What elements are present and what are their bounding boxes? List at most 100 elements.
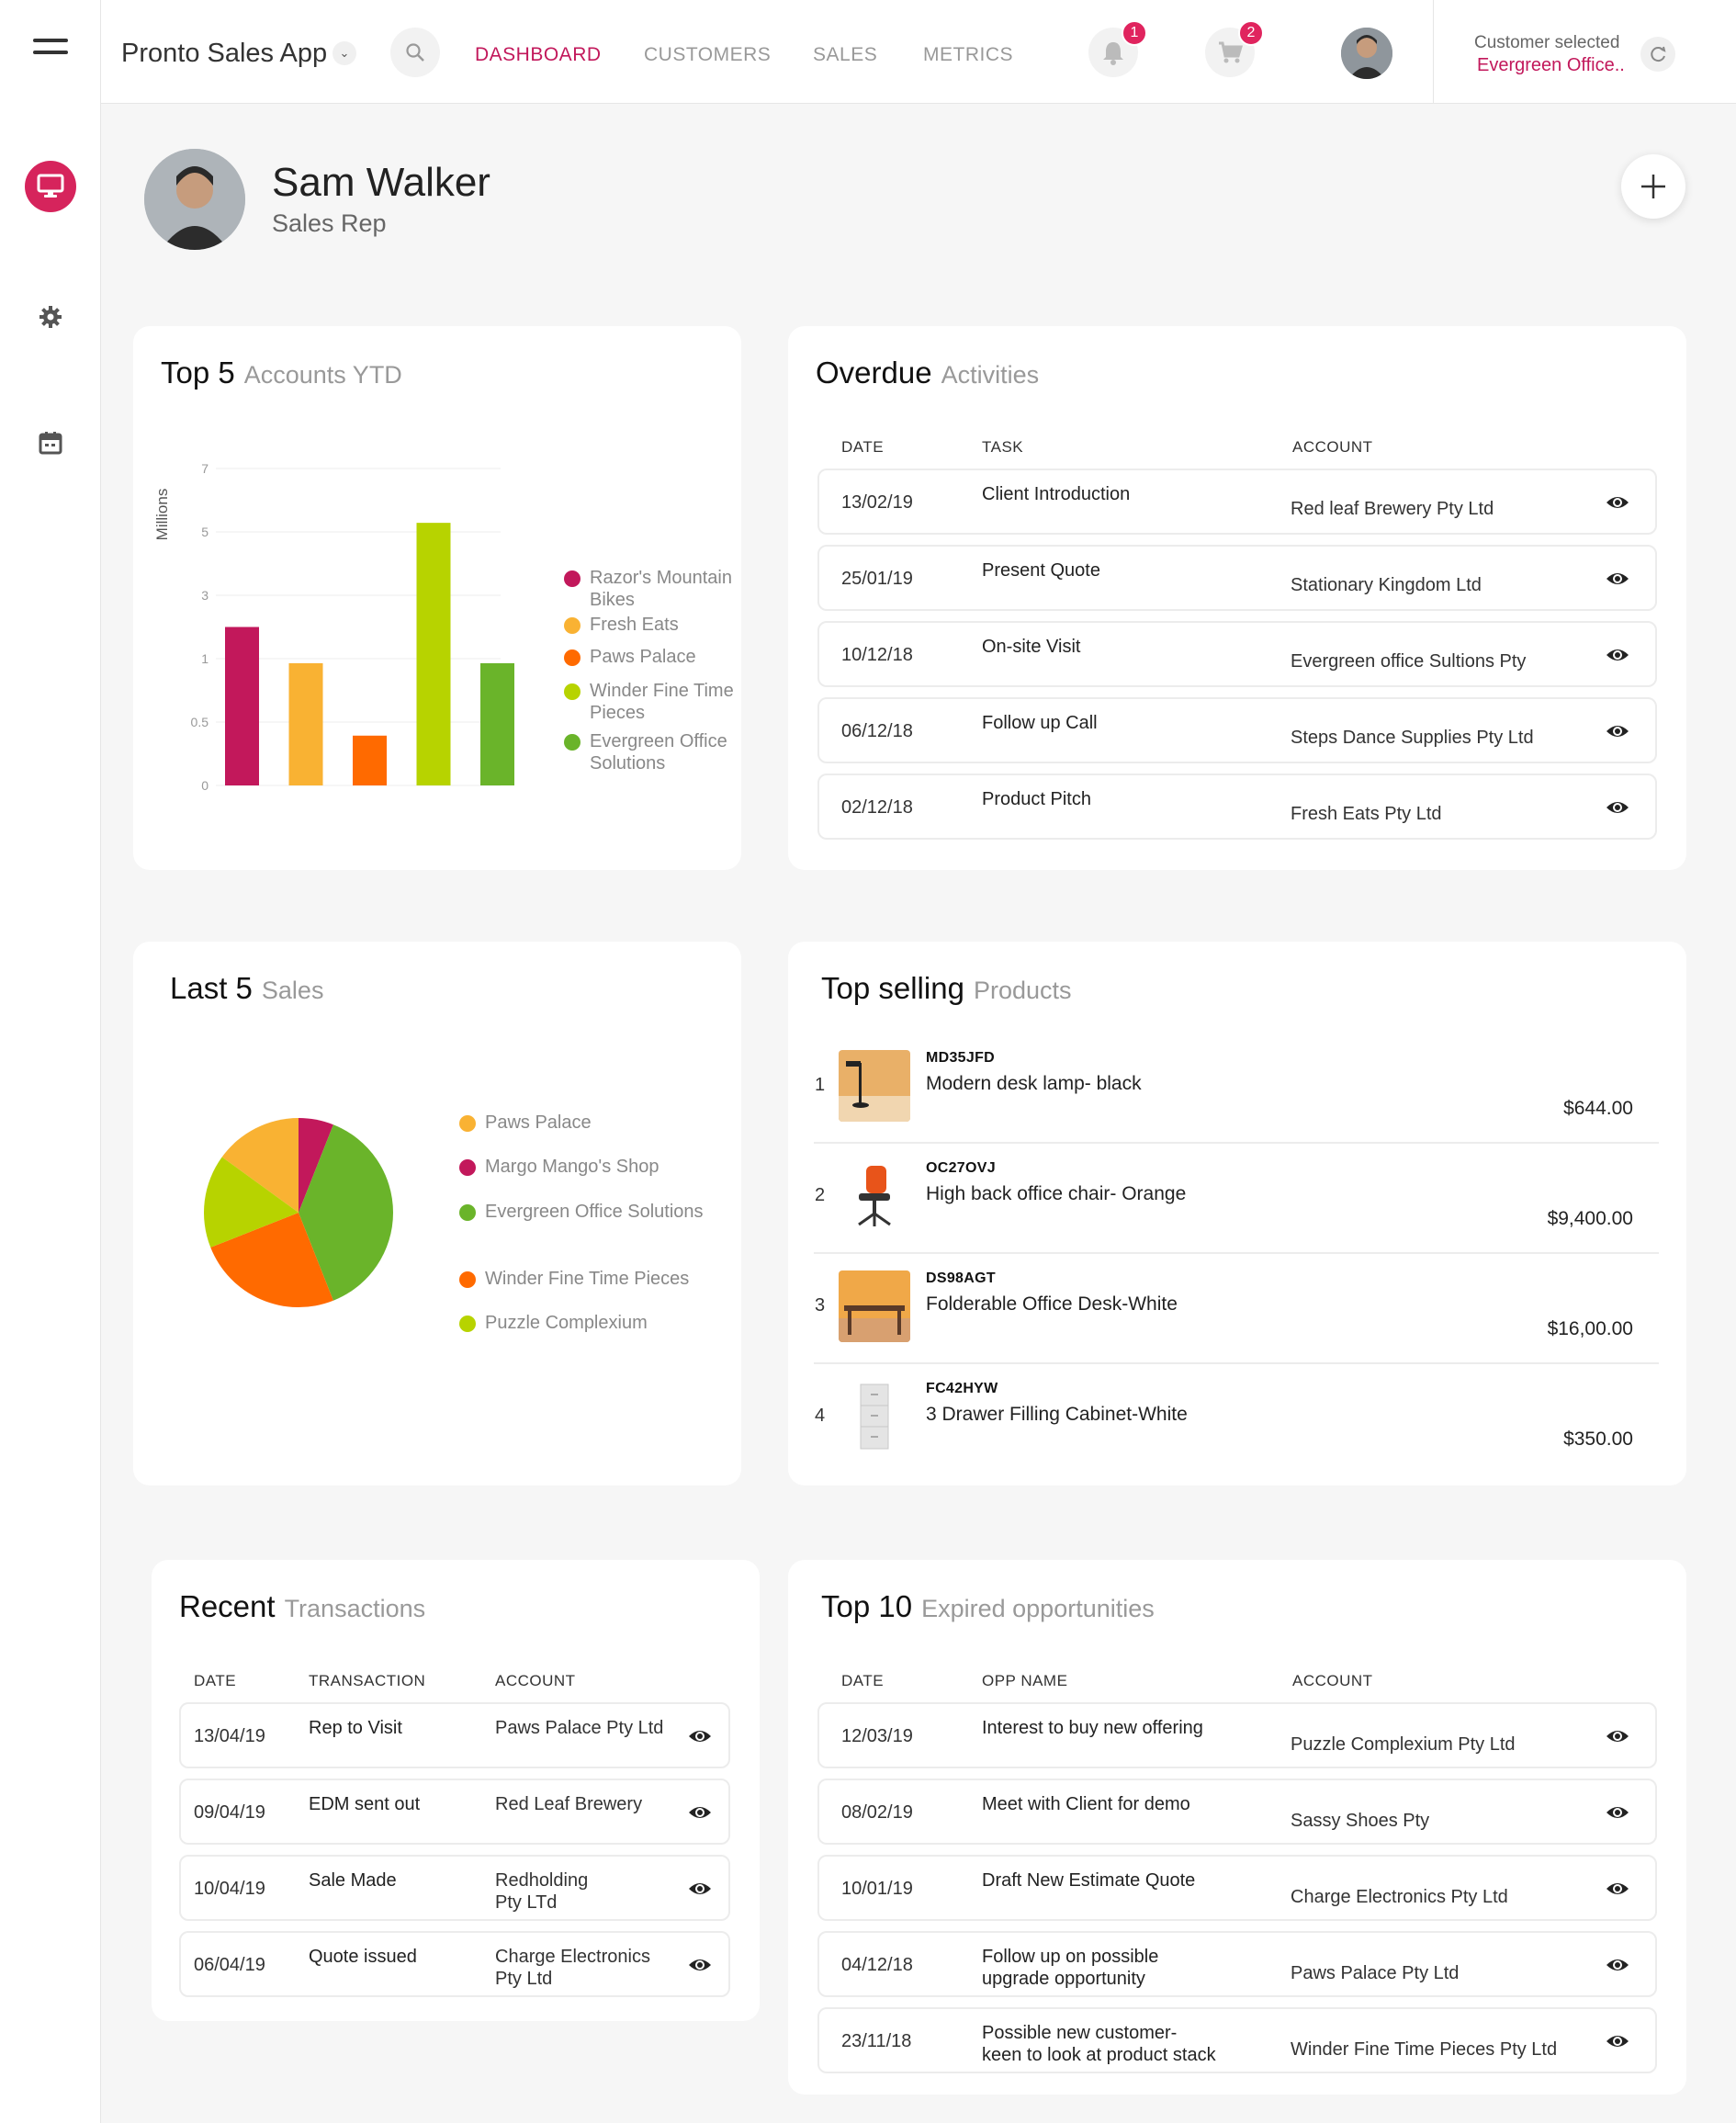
eye-icon[interactable]	[1606, 721, 1629, 741]
y-tick-label: 0.5	[191, 715, 209, 729]
table-row[interactable]: 10/01/19 Draft New Estimate Quote Charge E…	[817, 1855, 1657, 1921]
column-header-account: ACCOUNT	[495, 1672, 576, 1689]
divider	[1433, 0, 1434, 104]
office-desk-image[interactable]	[839, 1270, 910, 1342]
row-opp: Meet with Client for demo	[982, 1794, 1190, 1814]
nav-customers[interactable]: CUSTOMERS	[644, 44, 772, 65]
table-row[interactable]: 06/12/18 Follow up Call Steps Dance Suppli…	[817, 697, 1657, 763]
recent-transactions-card: Recent Transactions DATE TRANSACTION ACCO…	[152, 1560, 760, 2021]
table-row[interactable]: 25/01/19 Present Quote Stationary Kingdom …	[817, 545, 1657, 611]
dashboard-icon[interactable]	[25, 161, 76, 212]
table-row[interactable]: 23/11/18 Possible new customer- keen to l…	[817, 2007, 1657, 2073]
eye-icon[interactable]	[688, 1802, 712, 1823]
eye-icon[interactable]	[1606, 797, 1629, 818]
nav-dashboard[interactable]: DASHBOARD	[475, 44, 602, 65]
bar[interactable]	[480, 662, 514, 785]
row-task: On-site Visit	[982, 637, 1081, 657]
legend-swatch	[564, 570, 581, 587]
filing-cabinet-image[interactable]	[839, 1381, 910, 1452]
eye-icon[interactable]	[1606, 1726, 1629, 1746]
nav-sales[interactable]: SALES	[813, 44, 878, 65]
avatar[interactable]	[1341, 28, 1392, 79]
top5-title: Top 5	[161, 356, 235, 390]
product-code: DS98AGT	[926, 1270, 996, 1286]
chevron-down-icon[interactable]: ⌄	[333, 41, 356, 65]
top-selling-subtitle: Products	[973, 977, 1072, 1004]
product-price: $644.00	[1563, 1098, 1633, 1119]
pie-slice[interactable]	[221, 1118, 299, 1213]
row-task: Client Introduction	[982, 484, 1131, 504]
eye-icon[interactable]	[688, 1726, 712, 1746]
top-bar: Pronto Sales App ⌄ DASHBOARD CUSTOMERS S…	[101, 0, 1736, 104]
eye-icon[interactable]	[1606, 645, 1629, 665]
pie-slice[interactable]	[210, 1213, 333, 1307]
pie-chart	[204, 1118, 394, 1307]
cart-badge: 2	[1238, 20, 1264, 46]
nav-metrics[interactable]: METRICS	[923, 44, 1013, 65]
table-row[interactable]: 04/12/18 Follow up on possible upgrade op…	[817, 1931, 1657, 1997]
table-row[interactable]: 06/04/19 Quote issued Charge Electronics P…	[179, 1931, 730, 1997]
product-name[interactable]: High back office chair- Orange	[926, 1183, 1187, 1204]
table-row[interactable]: 02/12/18 Product Pitch Fresh Eats Pty Ltd	[817, 774, 1657, 840]
search-icon[interactable]	[390, 28, 440, 77]
cart-icon[interactable]: 2	[1205, 20, 1264, 77]
table-row[interactable]: 10/04/19 Sale Made Redholding Pty LTd	[179, 1855, 730, 1921]
bar[interactable]	[353, 735, 387, 785]
app-title: Pronto Sales App	[121, 39, 328, 68]
overdue-subtitle: Activities	[941, 361, 1040, 389]
last5-subtitle: Sales	[261, 977, 324, 1004]
eye-icon[interactable]	[1606, 1879, 1629, 1899]
last5-sales-card: Last 5 Sales Paws Palace Margo Mango's Sho…	[133, 942, 741, 1485]
eye-icon[interactable]	[1606, 492, 1629, 513]
settings-icon[interactable]	[35, 301, 66, 333]
product-name[interactable]: Modern desk lamp- black	[926, 1073, 1142, 1094]
top-selling-products-card: Top selling Products 1 MD35JFD Modern des…	[788, 942, 1686, 1485]
table-row[interactable]: 09/04/19 EDM sent out Red Leaf Brewery	[179, 1779, 730, 1845]
legend-swatch	[459, 1271, 476, 1288]
pie-slice[interactable]	[204, 1157, 299, 1248]
eye-icon[interactable]	[688, 1955, 712, 1975]
table-row[interactable]: 08/02/19 Meet with Client for demo Sassy S…	[817, 1779, 1657, 1845]
table-row[interactable]: 13/04/19 Rep to Visit Paws Palace Pty Ltd	[179, 1702, 730, 1768]
table-row[interactable]: 13/02/19 Client Introduction Red leaf Brew…	[817, 469, 1657, 535]
office-chair-image[interactable]	[839, 1160, 910, 1232]
menu-icon[interactable]	[33, 39, 68, 62]
bar[interactable]	[225, 627, 259, 786]
table-row[interactable]: 12/03/19 Interest to buy new offering Puzz…	[817, 1702, 1657, 1768]
bar[interactable]	[288, 662, 323, 785]
y-axis-label: Millions	[153, 489, 171, 541]
table-row[interactable]: 10/12/18 On-site Visit Evergreen office Su…	[817, 621, 1657, 687]
product-name[interactable]: 3 Drawer Filling Cabinet-White	[926, 1404, 1188, 1425]
eye-icon[interactable]	[1606, 1955, 1629, 1975]
row-date: 09/04/19	[194, 1802, 265, 1823]
eye-icon[interactable]	[1606, 2031, 1629, 2051]
row-account: Charge Electronics Pty Ltd	[495, 1947, 650, 1989]
pie-slice[interactable]	[299, 1124, 394, 1301]
pie-slice[interactable]	[299, 1118, 333, 1213]
eye-icon[interactable]	[1606, 1802, 1629, 1823]
refresh-icon[interactable]	[1640, 37, 1675, 72]
legend-item: Evergreen Office Solutions	[459, 1201, 705, 1223]
legend-label: Razor's Mountain Bikes	[590, 568, 732, 610]
calendar-icon[interactable]	[35, 427, 66, 458]
add-icon[interactable]	[1621, 154, 1685, 219]
row-task: Present Quote	[982, 560, 1100, 581]
divider	[814, 1252, 1659, 1254]
column-header-transaction: TRANSACTION	[309, 1672, 426, 1689]
customer-selected-value[interactable]: Evergreen Office..	[1477, 55, 1625, 75]
row-date: 06/12/18	[841, 721, 913, 741]
row-transaction: Sale Made	[309, 1870, 397, 1891]
bell-icon[interactable]: 1	[1088, 20, 1147, 77]
eye-icon[interactable]	[1606, 569, 1629, 589]
bar[interactable]	[416, 523, 451, 785]
column-header-task: TASK	[982, 438, 1024, 456]
desk-lamp-image[interactable]	[839, 1050, 910, 1122]
row-account: Winder Fine Time Pieces Pty Ltd	[1291, 2039, 1558, 2060]
column-header-date: DATE	[841, 1672, 885, 1689]
eye-icon[interactable]	[688, 1879, 712, 1899]
legend-label: Evergreen Office Solutions	[485, 1202, 704, 1222]
recent-title: Recent	[179, 1589, 276, 1623]
product-name[interactable]: Folderable Office Desk-White	[926, 1293, 1178, 1315]
legend-label: Winder Fine Time Pieces	[485, 1269, 690, 1289]
product-price: $9,400.00	[1547, 1208, 1633, 1229]
